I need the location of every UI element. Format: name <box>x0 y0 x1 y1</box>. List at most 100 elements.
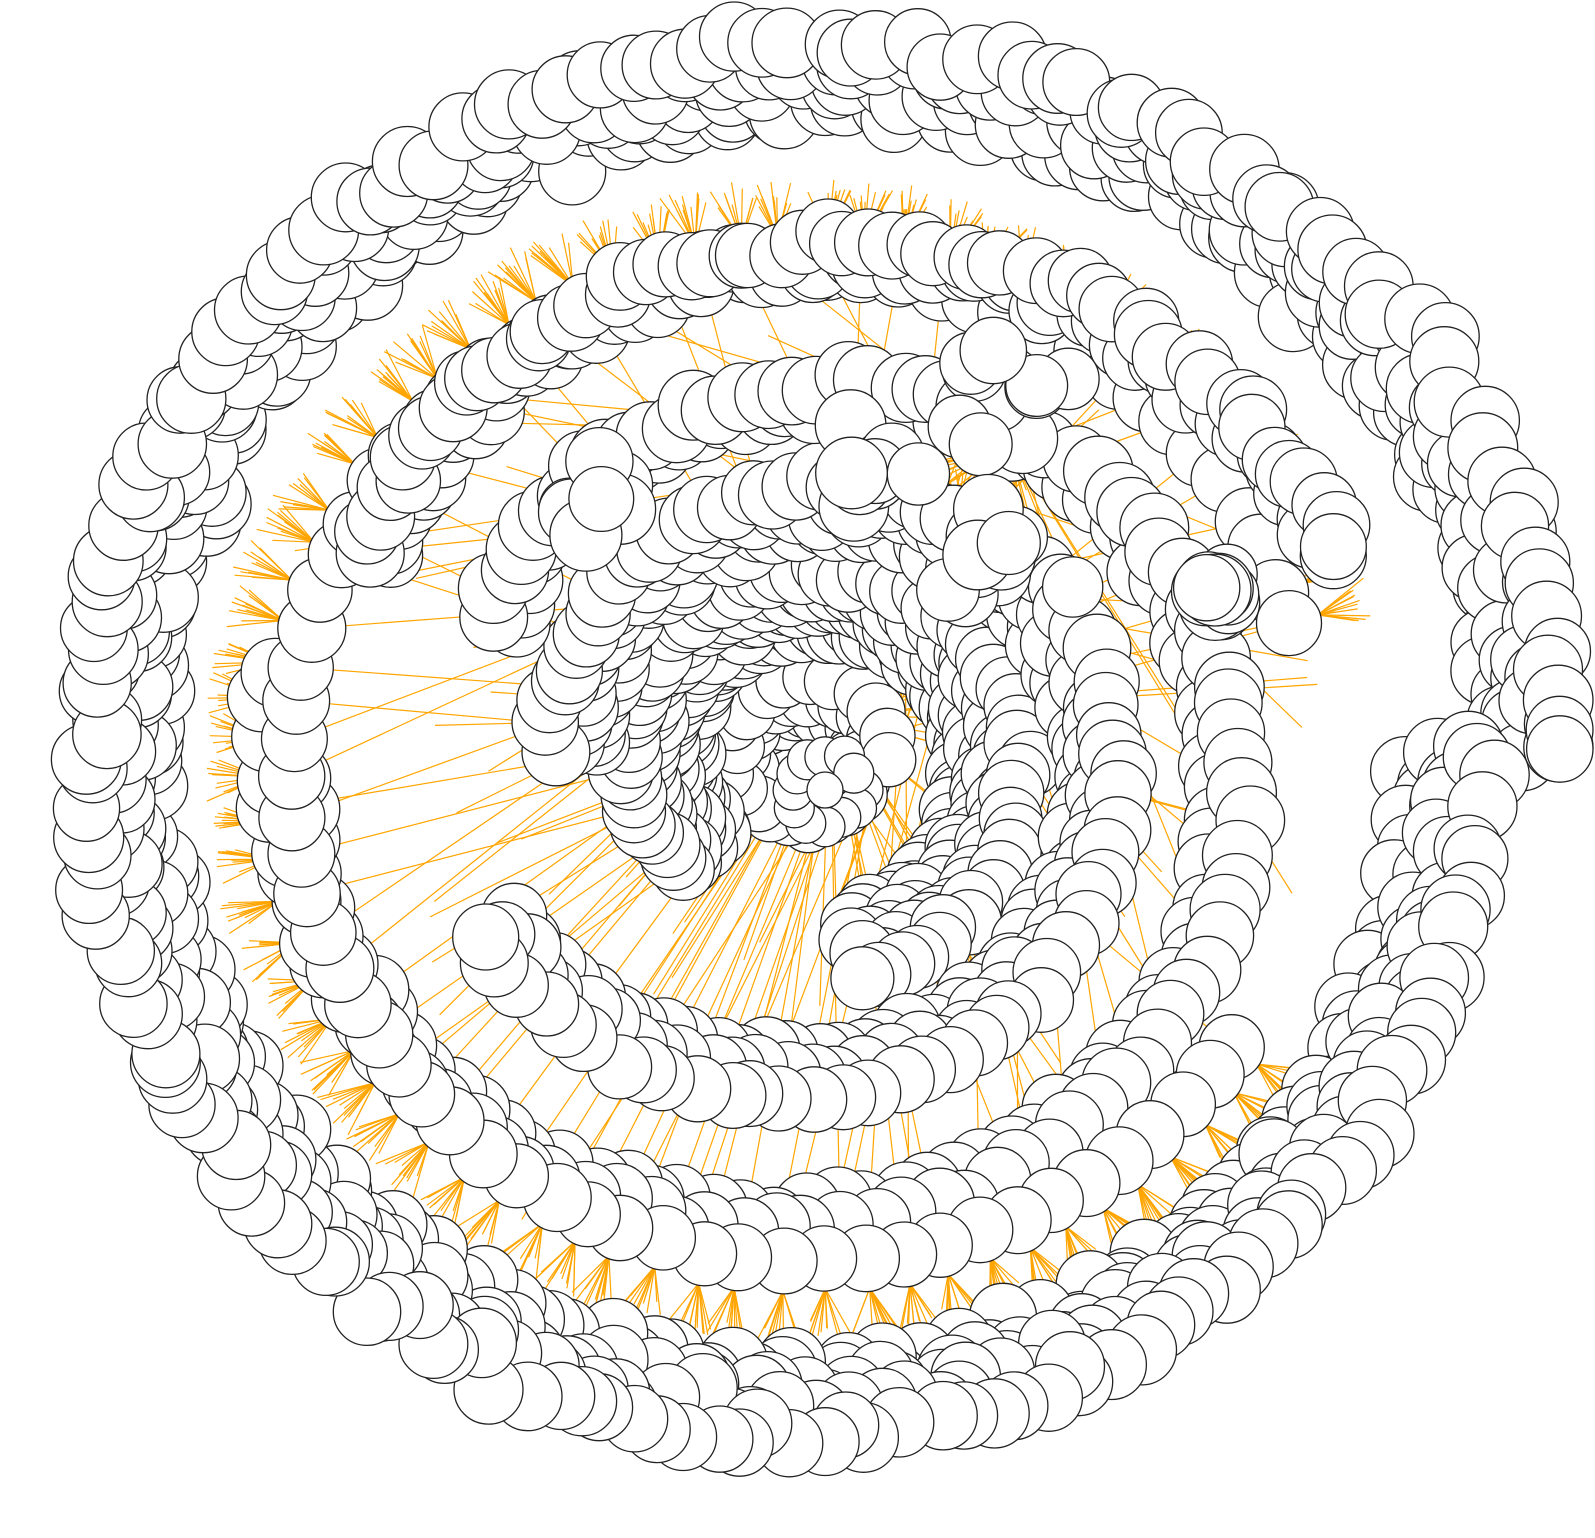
graph-edge <box>625 1266 656 1309</box>
graph-edge <box>378 358 414 402</box>
graph-edge <box>234 597 284 622</box>
graph-edge <box>375 1141 430 1165</box>
graph-edge <box>869 1287 897 1327</box>
graph-edge <box>494 289 510 325</box>
graph-edge <box>455 1177 465 1217</box>
graph-edge <box>504 1223 543 1258</box>
graph-edge <box>595 1255 610 1302</box>
graph-edge <box>1137 1183 1176 1218</box>
graph-node <box>830 946 895 1011</box>
graph-edge <box>633 1266 656 1305</box>
graph-edge <box>256 528 315 543</box>
graph-edge <box>468 303 510 326</box>
node-layer <box>50 1 1594 1478</box>
graph-edge <box>782 1290 797 1331</box>
graph-edge <box>1317 614 1371 617</box>
graph-edge <box>730 1287 735 1334</box>
graph-edge <box>947 1273 960 1308</box>
graph-edge <box>406 1141 430 1179</box>
graph-edge <box>1317 614 1366 620</box>
graph-edge <box>332 1082 376 1100</box>
graph-edge <box>494 274 537 303</box>
graph-edge <box>646 1266 656 1314</box>
graph-edge <box>385 349 414 402</box>
graph-edge <box>431 325 471 350</box>
graph-edge <box>1169 1156 1196 1187</box>
graph-edge <box>707 1286 735 1324</box>
graph-edge <box>947 1274 952 1313</box>
graph-edge <box>509 247 537 302</box>
graph-node <box>1255 589 1323 657</box>
graph-edge <box>1317 590 1352 616</box>
graph-node <box>833 752 875 794</box>
graph-edge <box>817 1288 826 1336</box>
graph-edge <box>243 551 292 581</box>
graph-edge <box>426 1176 465 1206</box>
graph-edge <box>473 280 510 325</box>
graph-edge <box>429 1176 465 1209</box>
graph-edge <box>909 1283 930 1328</box>
graph-edge <box>393 341 438 380</box>
graph-edge <box>480 274 510 325</box>
graph-edge <box>343 1082 376 1110</box>
graph-edge <box>228 900 279 935</box>
graph-edge <box>401 1141 430 1167</box>
graph-edge <box>272 494 330 511</box>
graph-edge <box>292 483 330 511</box>
graph-edge <box>368 1113 400 1161</box>
graph-edge <box>360 402 379 438</box>
graph-node <box>948 412 1013 477</box>
graph-edge <box>441 321 471 350</box>
graph-edge <box>990 1257 1020 1284</box>
graph-edge <box>441 1176 465 1218</box>
graph-edge <box>824 1288 855 1339</box>
graph-edge <box>810 1288 826 1322</box>
graph-edge <box>698 1283 705 1334</box>
graph-edge <box>1205 1123 1238 1143</box>
graph-edge <box>228 900 279 904</box>
graph-edge <box>1233 1092 1261 1120</box>
graph-node <box>332 1277 402 1347</box>
graph-edge <box>332 424 378 439</box>
graph-edge <box>239 585 284 621</box>
graph-edge <box>465 1200 500 1241</box>
graph-edge <box>584 1255 610 1290</box>
graph-edge <box>352 1113 400 1148</box>
graph-edge <box>1137 1183 1165 1220</box>
graph-node <box>1525 715 1594 783</box>
graph-edge <box>565 1241 576 1284</box>
graph-edge <box>302 473 330 511</box>
graph-edge <box>824 1288 828 1329</box>
graph-edge <box>947 1273 969 1304</box>
graph-edge <box>621 1266 656 1305</box>
graph-edge <box>406 333 438 379</box>
graph-edge <box>561 1241 576 1280</box>
graph-node <box>1041 556 1104 618</box>
graph-edge <box>1256 1063 1284 1090</box>
graph-edge <box>513 265 537 302</box>
graph-edge <box>308 1050 355 1072</box>
graph-edge <box>489 1200 500 1235</box>
graph-edge <box>351 399 379 438</box>
graph-edge <box>398 1141 430 1176</box>
graph-edge <box>320 1082 376 1101</box>
graph-edge <box>250 540 293 581</box>
graph-edge <box>455 1199 500 1229</box>
graph-edge <box>571 1255 610 1293</box>
graph-node <box>976 510 1041 576</box>
graph-edge <box>694 1283 700 1323</box>
graph-edge <box>496 264 537 303</box>
graph-edge <box>323 432 356 465</box>
graph-edge <box>314 1050 355 1079</box>
graph-edge <box>481 1200 500 1235</box>
graph-edge <box>258 556 292 581</box>
graph-edge <box>277 527 315 543</box>
graph-node <box>815 436 888 510</box>
graph-edge <box>277 514 315 543</box>
graph-edge <box>869 1288 880 1328</box>
graph-edge <box>427 1176 465 1199</box>
graph-edge <box>849 1287 871 1342</box>
graph-edge <box>941 1273 949 1310</box>
graph-edge <box>1204 1124 1232 1156</box>
graph-edge <box>455 313 472 350</box>
